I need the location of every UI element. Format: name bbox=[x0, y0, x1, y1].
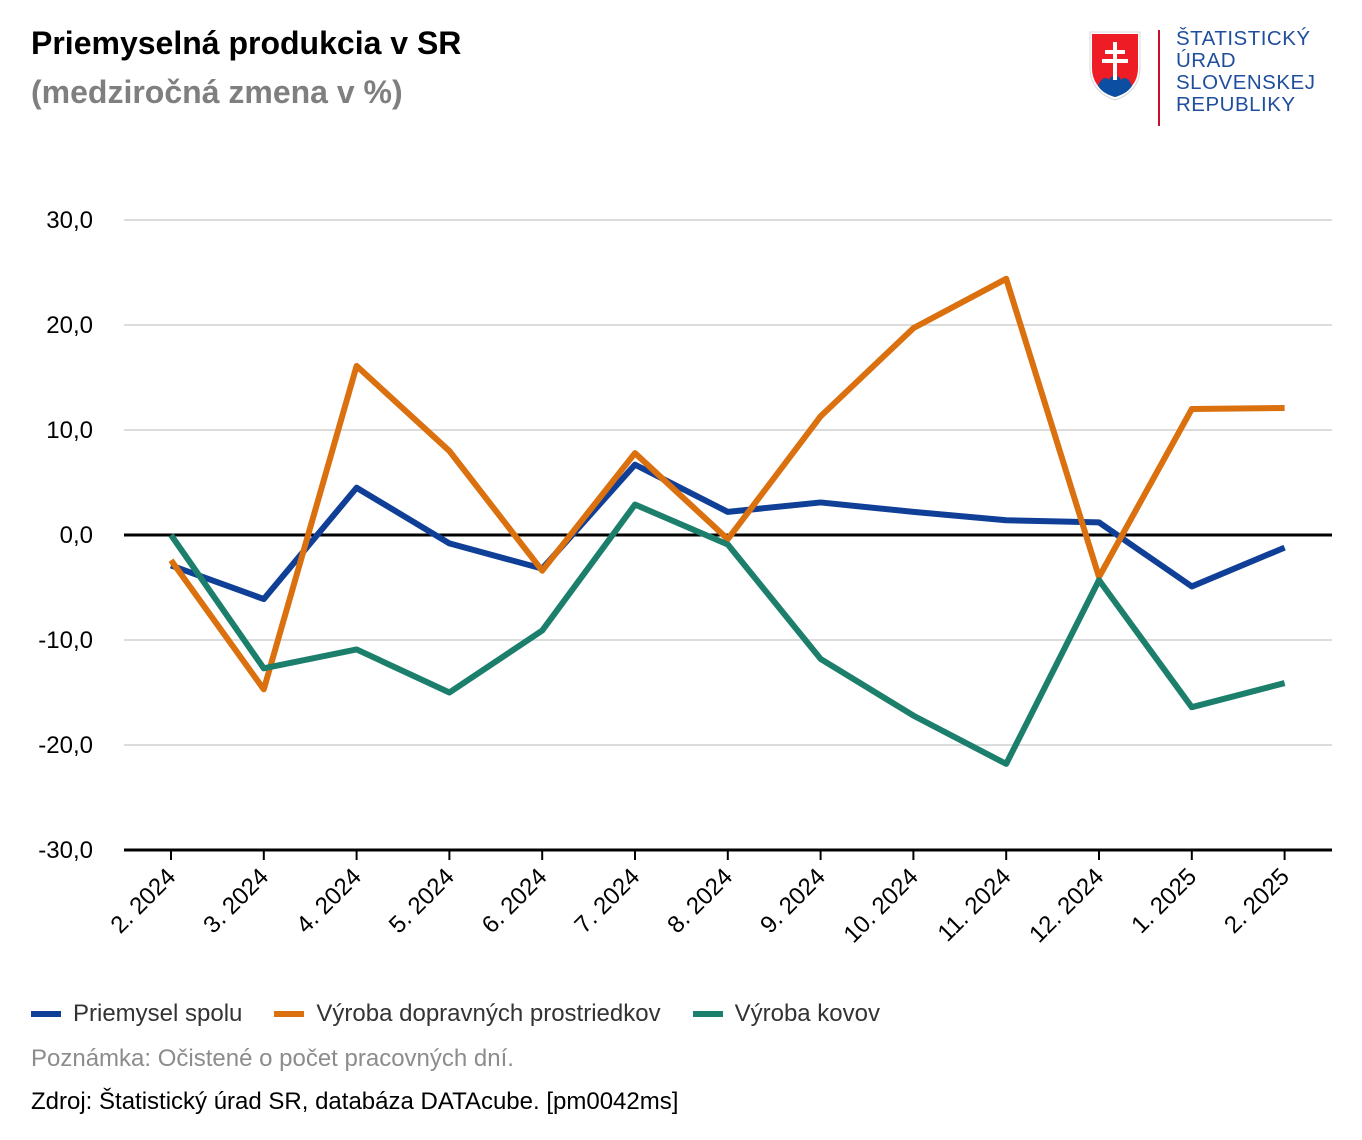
x-tick-label: 9. 2024 bbox=[755, 863, 831, 939]
x-tick-label: 4. 2024 bbox=[291, 863, 367, 939]
legend-label: Výroba kovov bbox=[734, 1000, 880, 1027]
statistical-office-logo[interactable]: ŠTATISTICKÝ ÚRAD SLOVENSKEJ REPUBLIKY bbox=[1088, 28, 1338, 128]
legend-label: Výroba dopravných prostriedkov bbox=[316, 1000, 661, 1027]
legend-swatch bbox=[31, 1011, 61, 1017]
x-tick-label: 2. 2025 bbox=[1219, 863, 1295, 939]
x-tick-label: 3. 2024 bbox=[198, 863, 274, 939]
logo-line: ÚRAD bbox=[1176, 49, 1237, 72]
legend-swatch bbox=[274, 1011, 305, 1017]
coat-of-arms-icon bbox=[1089, 31, 1141, 101]
x-tick-label: 5. 2024 bbox=[384, 863, 460, 939]
logo-line: REPUBLIKY bbox=[1176, 93, 1296, 116]
x-tick-label: 8. 2024 bbox=[662, 863, 738, 939]
y-tick-label: 10,0 bbox=[46, 417, 93, 444]
chart-legend: Priemysel spolu Výroba dopravných prostr… bbox=[31, 1000, 912, 1028]
line-chart: 30,0 20,0 10,0 0,0 -10,0 -20,0 -30,0 2. 2024 3. … bbox=[38, 207, 1332, 948]
y-tick-label: 0,0 bbox=[60, 522, 93, 549]
series-line-vyroba-kovov bbox=[168, 501, 1286, 767]
chart-subtitle: (medziročná zmena v %) bbox=[31, 74, 403, 110]
series-line-priemysel-spolu bbox=[169, 461, 1286, 603]
logo-line: ŠTATISTICKÝ bbox=[1176, 27, 1311, 50]
y-tick-label: 20,0 bbox=[46, 312, 93, 339]
logo-wordmark: ŠTATISTICKÝ ÚRAD SLOVENSKEJ REPUBLIKY bbox=[1176, 28, 1315, 116]
legend-item-vyroba-kovov[interactable]: Výroba kovov bbox=[692, 1000, 880, 1028]
x-tick-label: 10. 2024 bbox=[838, 863, 923, 948]
legend-label: Priemysel spolu bbox=[73, 1000, 243, 1027]
x-tick-label: 11. 2024 bbox=[933, 863, 1017, 947]
legend-swatch bbox=[692, 1011, 723, 1017]
chart-note: Poznámka: Očistené o počet pracovných dn… bbox=[31, 1045, 514, 1072]
legend-item-priemysel-spolu[interactable]: Priemysel spolu bbox=[31, 1000, 242, 1028]
y-tick-label: -30,0 bbox=[38, 837, 93, 864]
x-tick-label: 2. 2024 bbox=[106, 863, 182, 939]
x-tick-label: 12. 2024 bbox=[1024, 863, 1109, 948]
series-line-vyroba-dopravnych-prostriedkov bbox=[168, 275, 1285, 693]
legend-item-vyroba-dopravnych-prostriedkov[interactable]: Výroba dopravných prostriedkov bbox=[274, 1000, 661, 1028]
y-tick-label: -10,0 bbox=[38, 627, 93, 654]
x-tick-label: 1. 2025 bbox=[1126, 863, 1202, 939]
logo-divider bbox=[1158, 30, 1160, 126]
logo-line: SLOVENSKEJ bbox=[1176, 71, 1316, 94]
y-tick-label: 30,0 bbox=[46, 207, 93, 234]
chart-source: Zdroj: Štatistický úrad SR, databáza DAT… bbox=[31, 1088, 679, 1115]
chart-title: Priemyselná produkcia v SR bbox=[31, 25, 462, 61]
x-tick-label: 7. 2024 bbox=[570, 863, 646, 939]
y-tick-label: -20,0 bbox=[38, 732, 93, 759]
x-tick-label: 6. 2024 bbox=[477, 863, 553, 939]
